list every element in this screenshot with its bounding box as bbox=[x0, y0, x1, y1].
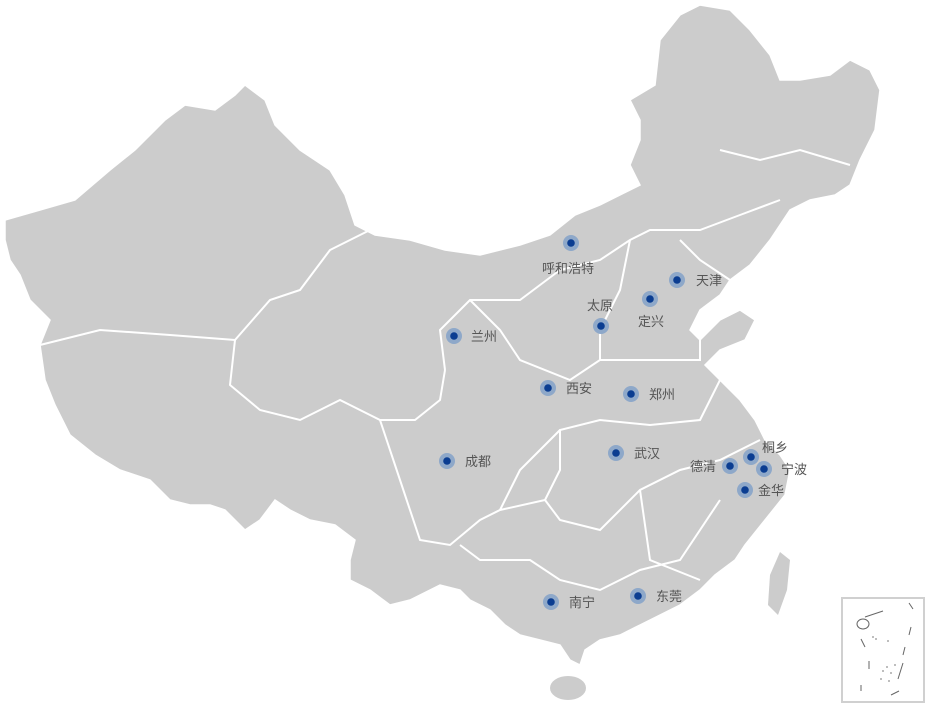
city-label: 桐乡 bbox=[762, 441, 788, 456]
city-marker[interactable]: 武汉 bbox=[608, 445, 660, 462]
city-marker[interactable]: 南宁 bbox=[543, 594, 595, 611]
city-marker[interactable]: 郑州 bbox=[623, 386, 675, 403]
city-label: 太原 bbox=[587, 299, 613, 314]
city-marker[interactable]: 成都 bbox=[439, 453, 491, 470]
marker-dot bbox=[673, 276, 681, 284]
city-label: 天津 bbox=[696, 274, 722, 289]
city-marker[interactable]: 西安 bbox=[540, 380, 592, 397]
city-label: 南宁 bbox=[569, 595, 595, 611]
city-label: 定兴 bbox=[638, 315, 664, 330]
marker-dot bbox=[634, 592, 642, 600]
city-marker[interactable]: 金华 bbox=[737, 482, 784, 499]
hainan-island bbox=[550, 676, 586, 700]
city-marker[interactable]: 天津 bbox=[669, 272, 722, 289]
marker-dot bbox=[741, 486, 749, 494]
city-marker[interactable]: 太原 bbox=[587, 299, 613, 334]
mainland-outline bbox=[4, 4, 881, 667]
marker-dot bbox=[567, 239, 575, 247]
marker-dot bbox=[646, 295, 654, 303]
city-label: 成都 bbox=[465, 455, 491, 470]
city-label: 郑州 bbox=[649, 388, 675, 403]
city-label: 德清 bbox=[690, 460, 716, 475]
city-marker[interactable]: 德清 bbox=[690, 458, 738, 475]
city-marker[interactable]: 兰州 bbox=[446, 328, 497, 345]
south-china-sea-islands bbox=[856, 602, 914, 696]
taiwan-island bbox=[768, 552, 790, 615]
marker-dot bbox=[726, 462, 734, 470]
marker-dot bbox=[760, 465, 768, 473]
marker-dot bbox=[747, 453, 755, 461]
city-label: 武汉 bbox=[634, 447, 660, 462]
province-borders bbox=[39, 148, 851, 592]
city-marker[interactable]: 宁波 bbox=[756, 461, 807, 478]
city-label: 东莞 bbox=[656, 590, 682, 605]
south-china-sea-inset bbox=[841, 597, 925, 703]
land bbox=[4, 4, 881, 700]
marker-dot bbox=[547, 598, 555, 606]
city-label: 金华 bbox=[758, 483, 784, 499]
marker-dot bbox=[597, 322, 605, 330]
marker-dot bbox=[544, 384, 552, 392]
city-marker[interactable]: 桐乡 bbox=[743, 441, 788, 465]
city-label: 兰州 bbox=[471, 330, 497, 345]
city-label: 西安 bbox=[566, 382, 592, 397]
marker-dot bbox=[627, 390, 635, 398]
city-marker[interactable]: 定兴 bbox=[638, 291, 664, 330]
city-label: 呼和浩特 bbox=[542, 262, 594, 277]
city-marker[interactable]: 东莞 bbox=[630, 588, 682, 605]
marker-dot bbox=[450, 332, 458, 340]
city-marker[interactable]: 呼和浩特 bbox=[542, 235, 594, 277]
city-label: 宁波 bbox=[781, 462, 807, 478]
marker-dot bbox=[612, 449, 620, 457]
marker-dot bbox=[443, 457, 451, 465]
